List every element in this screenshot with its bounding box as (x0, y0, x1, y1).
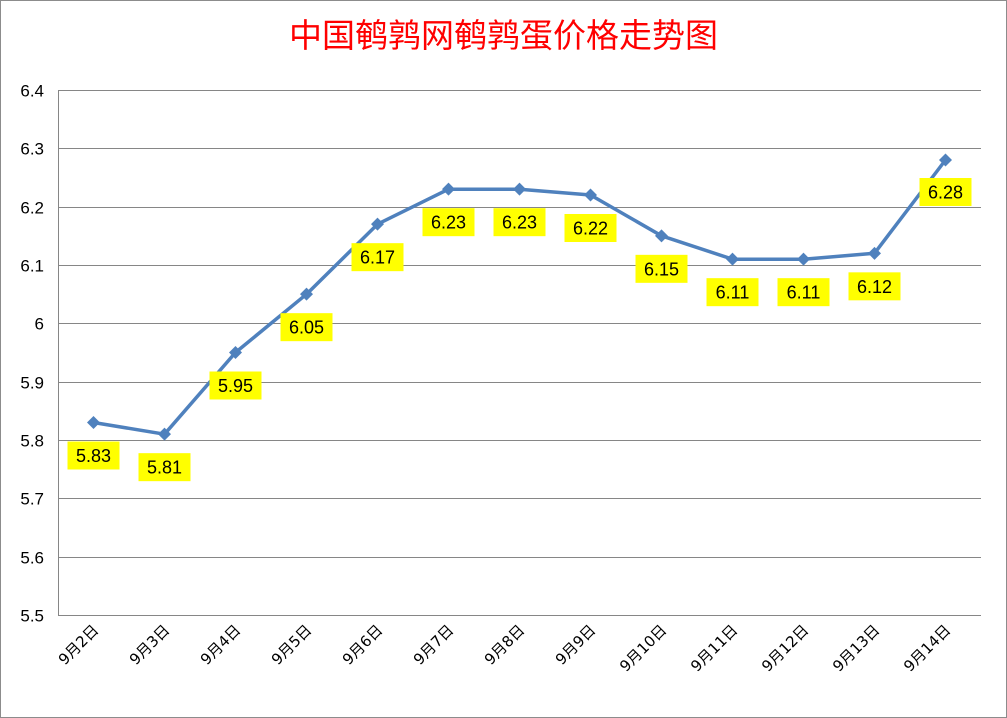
data-point (797, 252, 810, 266)
y-tick-label: 5.7 (20, 490, 44, 509)
data-label: 6.15 (635, 254, 688, 283)
data-label-text: 6.11 (787, 283, 821, 303)
data-label-text: 5.81 (147, 458, 182, 478)
y-tick-label: 5.5 (20, 607, 44, 626)
data-point (939, 153, 952, 167)
data-label-text: 6.15 (644, 259, 679, 279)
y-tick-label: 5.9 (20, 374, 44, 393)
data-label-text: 6.22 (573, 219, 608, 239)
y-tick-label: 6.1 (20, 257, 44, 276)
data-point (229, 346, 242, 359)
data-label-box (564, 214, 617, 242)
data-label-box (635, 254, 688, 283)
data-label-box (67, 441, 120, 470)
y-tick-label: 6.3 (20, 140, 44, 159)
data-label: 6.17 (351, 243, 404, 272)
data-point (300, 287, 313, 301)
chart-title: 中国鹌鹑网鹌鹑蛋价格走势图 (289, 16, 718, 55)
x-tick-label: 9月11日 (687, 621, 741, 675)
y-tick-label: 6.2 (20, 199, 44, 218)
data-label-text: 6.11 (716, 283, 750, 303)
x-tick-label: 9月3日 (126, 621, 173, 668)
x-tick-label: 9月2日 (55, 621, 102, 668)
data-point (726, 252, 739, 266)
data-label: 6.12 (848, 272, 901, 301)
data-label-text: 6.28 (928, 183, 963, 203)
data-label: 6.22 (564, 214, 617, 242)
x-tick-label: 9月8日 (481, 621, 528, 668)
data-label-text: 5.83 (76, 446, 111, 466)
x-tick-label: 9月5日 (268, 621, 315, 668)
data-label: 6.23 (493, 208, 546, 237)
data-label-box (351, 243, 404, 272)
data-label-box (848, 272, 901, 301)
x-tick-label: 9月12日 (758, 621, 812, 675)
data-point (442, 182, 455, 196)
data-label: 5.83 (67, 441, 120, 470)
data-point (158, 427, 171, 441)
data-point (371, 217, 384, 231)
x-tick-label: 9月10日 (616, 621, 670, 675)
data-point (584, 188, 597, 202)
x-tick-label: 9月7日 (410, 621, 457, 668)
y-tick-label: 5.6 (20, 549, 44, 568)
data-label-box (138, 453, 191, 482)
data-label-box (777, 278, 830, 307)
data-label-box (280, 313, 333, 342)
data-label: 6.05 (280, 313, 333, 342)
x-tick-label: 9月9日 (552, 621, 599, 668)
data-label: 6.28 (919, 178, 972, 206)
data-label: 6.11 (706, 278, 759, 307)
data-label-text: 6.23 (431, 213, 466, 233)
x-tick-label: 9月4日 (197, 621, 244, 668)
x-tick-label: 9月14日 (900, 621, 954, 675)
y-tick-labels: 5.5 5.6 5.7 5.8 5.9 6 6.1 6.2 6.3 6.4 (20, 82, 44, 626)
x-tick-label: 9月13日 (829, 621, 883, 675)
axes (58, 90, 981, 616)
y-tick-label: 6 (35, 315, 44, 334)
y-tick-label: 5.8 (20, 432, 44, 451)
data-label-text: 6.17 (360, 248, 395, 268)
markers (87, 153, 952, 441)
data-label-box (493, 208, 546, 237)
data-label-box (919, 178, 972, 206)
data-point (513, 182, 526, 196)
data-label-box (422, 208, 475, 237)
gridlines (58, 90, 981, 616)
data-label: 6.23 (422, 208, 475, 237)
data-point (655, 229, 668, 243)
data-point (87, 416, 100, 429)
data-label: 6.11 (777, 278, 830, 307)
data-label-text: 5.95 (218, 376, 253, 396)
data-label: 5.81 (138, 453, 191, 482)
data-point (868, 246, 881, 260)
x-tick-label: 9月6日 (339, 621, 386, 668)
y-tick-label: 6.4 (20, 82, 44, 101)
x-tick-labels: 9月2日 9月3日 9月4日 9月5日 9月6日 9月7日 9月8日 9月9日 9月10日 9月1… (55, 621, 954, 675)
data-label-text: 6.05 (289, 318, 324, 338)
data-label-box (706, 278, 759, 307)
data-label-box (209, 371, 262, 400)
data-label-text: 6.12 (857, 277, 892, 297)
data-label-text: 6.23 (502, 213, 537, 233)
data-label: 5.95 (209, 371, 262, 400)
data-labels: 5.83 5.81 5.95 6.05 6.17 6.23 6.23 6.22 6.15 6.11… (67, 178, 972, 482)
